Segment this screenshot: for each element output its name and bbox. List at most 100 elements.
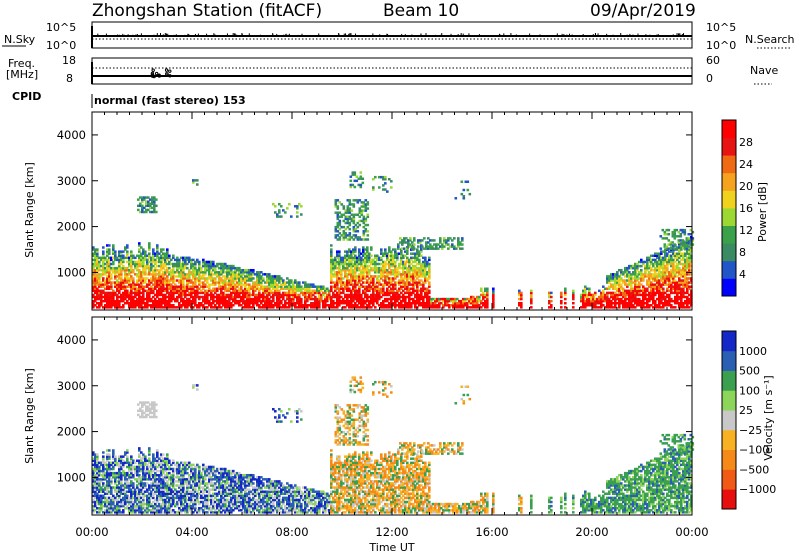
power-cell bbox=[461, 237, 464, 239]
power-cell bbox=[367, 230, 370, 232]
power-cell bbox=[564, 302, 567, 304]
power-cell bbox=[560, 292, 563, 294]
date-label: 09/Apr/2019 bbox=[590, 1, 696, 21]
freq-marker bbox=[155, 72, 157, 74]
power-cell bbox=[424, 257, 427, 259]
freq-marker bbox=[152, 69, 154, 71]
power-cell bbox=[166, 248, 169, 250]
power-cell bbox=[660, 247, 663, 249]
power-cell bbox=[594, 292, 597, 294]
power-cell bbox=[367, 224, 370, 226]
power-cell bbox=[560, 300, 563, 302]
power-cell bbox=[296, 215, 299, 217]
power-cell bbox=[370, 255, 373, 257]
nsky-trace bbox=[92, 26, 692, 48]
power-cell bbox=[296, 211, 299, 213]
power-cell bbox=[550, 300, 553, 302]
power-colorbar-tick: 8 bbox=[739, 246, 746, 259]
nsearch-bottom-tick: 10^0 bbox=[706, 39, 736, 52]
power-cell bbox=[362, 182, 365, 184]
power-cell bbox=[349, 228, 352, 230]
power-cell bbox=[662, 288, 665, 290]
power-colorbar-swatch bbox=[722, 208, 736, 226]
power-cell bbox=[390, 180, 393, 182]
power-cell bbox=[367, 234, 370, 236]
power-cell bbox=[366, 246, 369, 248]
power-cell bbox=[212, 261, 215, 263]
power-cell bbox=[349, 232, 352, 234]
power-cell bbox=[530, 290, 533, 292]
power-cell bbox=[550, 292, 553, 294]
power-cell bbox=[433, 239, 436, 241]
power-colorbar-tick: 4 bbox=[739, 268, 746, 281]
power-colorbar-swatch bbox=[722, 278, 736, 296]
power-cell bbox=[144, 250, 147, 252]
power-cell bbox=[439, 237, 442, 239]
power-cell bbox=[520, 302, 523, 304]
power-cell bbox=[530, 306, 533, 308]
power-cell bbox=[564, 298, 567, 300]
nsky-bottom-tick: 10^0 bbox=[46, 39, 76, 52]
power-cell bbox=[102, 246, 105, 248]
y-tick-label: 4000 bbox=[57, 128, 86, 142]
power-cell bbox=[353, 203, 356, 205]
power-cell bbox=[196, 183, 199, 185]
power-cell bbox=[362, 178, 365, 180]
power-cell bbox=[428, 281, 431, 283]
power-cell bbox=[338, 250, 341, 252]
power-colorbar-swatch bbox=[722, 226, 736, 244]
station-title: Zhongshan Station (fitACF) bbox=[92, 1, 322, 21]
power-cell bbox=[588, 288, 591, 290]
power-cell bbox=[290, 215, 293, 217]
power-cell bbox=[108, 244, 111, 246]
power-cell bbox=[384, 248, 387, 250]
power-cell bbox=[330, 244, 333, 246]
power-cell bbox=[262, 277, 265, 279]
power-cell bbox=[486, 288, 489, 290]
y-tick-label: 3000 bbox=[57, 174, 86, 188]
power-cell bbox=[339, 220, 342, 222]
y-tick-label: 2000 bbox=[57, 220, 86, 234]
power-cell bbox=[360, 171, 363, 173]
power-cell bbox=[572, 306, 575, 308]
power-cell bbox=[560, 306, 563, 308]
power-cell bbox=[162, 248, 165, 250]
power-cell bbox=[463, 189, 466, 191]
power-cell bbox=[349, 199, 352, 201]
power-cell bbox=[350, 180, 353, 182]
power-cell bbox=[274, 205, 277, 207]
power-scatter bbox=[92, 171, 694, 308]
freq-panel-frame bbox=[92, 58, 692, 84]
power-cell bbox=[428, 263, 431, 265]
power-cell bbox=[564, 288, 567, 290]
freq-unit: [MHz] bbox=[6, 68, 38, 81]
nsearch-label: N.Search bbox=[745, 33, 795, 46]
power-cell bbox=[386, 190, 389, 192]
power-cell bbox=[359, 224, 362, 226]
power-cell bbox=[152, 248, 155, 250]
power-cell bbox=[640, 269, 643, 271]
power-cell bbox=[455, 197, 458, 199]
nave-bottom-tick: 0 bbox=[706, 72, 713, 85]
power-cell bbox=[280, 215, 283, 217]
power-cell bbox=[388, 246, 391, 248]
power-cell bbox=[172, 255, 175, 257]
power-colorbar-swatch bbox=[722, 190, 736, 208]
power-cell bbox=[337, 205, 340, 207]
power-colorbar-swatch bbox=[722, 243, 736, 261]
power-cell bbox=[298, 281, 301, 283]
power-cell bbox=[155, 211, 158, 213]
power-colorbar-swatch bbox=[722, 120, 736, 138]
power-cell bbox=[252, 269, 255, 271]
power-cell bbox=[96, 248, 99, 250]
power-cell bbox=[367, 201, 370, 203]
freq-marker bbox=[166, 73, 168, 75]
power-cell bbox=[300, 205, 303, 207]
power-cell bbox=[367, 238, 370, 240]
freq-bottom-tick: 8 bbox=[66, 72, 73, 85]
power-cell bbox=[384, 182, 387, 184]
power-cell bbox=[550, 296, 553, 298]
power-cell bbox=[463, 195, 466, 197]
